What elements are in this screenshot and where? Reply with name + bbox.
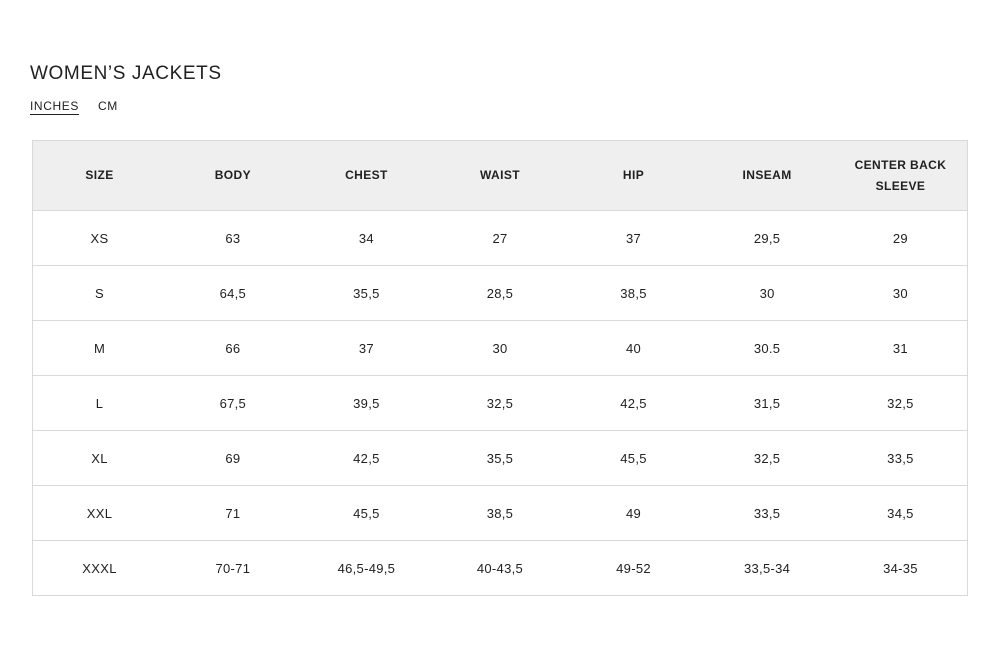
measurement-cell: 49 bbox=[626, 505, 642, 521]
table-row: XXXL 70-71 46,5-49,5 40-43,5 49-52 33,5-34 34-… bbox=[33, 541, 968, 596]
measurement-cell: 63 bbox=[225, 230, 241, 246]
measurement-cell: 32,5 bbox=[753, 450, 781, 466]
table-row: L 67,5 39,5 32,5 42,5 31,5 32,5 bbox=[32, 376, 968, 431]
measurement-cell: 38,5 bbox=[486, 505, 514, 521]
table-row: XS 63 34 27 37 29,5 29 bbox=[32, 211, 968, 266]
tab-inches[interactable]: INCHES bbox=[30, 99, 79, 116]
measurement-cell: 31 bbox=[892, 340, 908, 356]
size-cell: M bbox=[93, 340, 106, 356]
measurement-cell: 27 bbox=[492, 230, 508, 246]
measurement-cell: 42,5 bbox=[353, 450, 380, 466]
header-cell: WAIST bbox=[433, 140, 567, 211]
size-cell: XL bbox=[91, 450, 108, 466]
header-cell: BODY bbox=[166, 140, 300, 211]
measurement-cell: 45,5 bbox=[620, 450, 647, 466]
size-cell: S bbox=[95, 285, 105, 301]
measurement-cell: 38,5 bbox=[620, 285, 647, 301]
measurement-cell: 30.5 bbox=[753, 340, 781, 356]
measurement-cell: 45,5 bbox=[353, 505, 380, 521]
measurement-cell: 64,5 bbox=[219, 285, 247, 301]
measurement-cell: 71 bbox=[225, 505, 241, 521]
size-cell: XXL bbox=[86, 505, 113, 521]
measurement-cell: 70-71 bbox=[215, 560, 251, 576]
measurement-cell: 67,5 bbox=[219, 395, 247, 411]
measurement-cell: 28,5 bbox=[486, 285, 514, 301]
measurement-cell: 37 bbox=[358, 340, 374, 356]
size-chart-table: SIZE BODY CHEST WAIST HIP INSEAM CENTER BACK S… bbox=[32, 140, 968, 596]
measurement-cell: 35,5 bbox=[353, 285, 380, 301]
table-row: XL 69 42,5 35,5 45,5 32,5 33,5 bbox=[32, 431, 968, 486]
measurement-cell: 32,5 bbox=[887, 395, 914, 411]
tab-cm[interactable]: CM bbox=[98, 99, 118, 116]
measurement-cell: 49-52 bbox=[616, 560, 651, 576]
size-chart-header: SIZE BODY CHEST WAIST HIP INSEAM CENTER BACK S… bbox=[32, 140, 968, 211]
measurement-cell: 40-43,5 bbox=[476, 560, 524, 576]
measurement-cell: 33,5 bbox=[753, 505, 781, 521]
measurement-cell: 37 bbox=[626, 230, 642, 246]
measurement-cell: 34-35 bbox=[883, 560, 918, 576]
measurement-cell: 66 bbox=[225, 340, 241, 356]
size-cell: XXXL bbox=[82, 560, 117, 576]
measurement-cell: 30 bbox=[492, 340, 508, 356]
measurement-cell: 40 bbox=[626, 340, 642, 356]
table-row: M 66 37 30 40 30.5 31 bbox=[32, 321, 968, 376]
unit-tabs: INCHES CM bbox=[30, 99, 118, 116]
size-cell: L bbox=[95, 395, 104, 411]
measurement-cell: 30 bbox=[759, 285, 775, 301]
measurement-cell: 34 bbox=[358, 230, 374, 246]
header-cell: HIP bbox=[566, 140, 701, 211]
measurement-cell: 29 bbox=[892, 230, 908, 246]
header-cell: CHEST bbox=[299, 140, 434, 211]
measurement-cell: 33,5 bbox=[887, 450, 914, 466]
measurement-cell: 31,5 bbox=[753, 395, 781, 411]
page-title: WOMEN’S JACKETS bbox=[30, 63, 222, 84]
table-row: S 64,5 35,5 28,5 38,5 30 30 bbox=[32, 266, 968, 321]
header-cell: SIZE bbox=[32, 140, 167, 211]
measurement-cell: 30 bbox=[892, 285, 908, 301]
measurement-cell: 35,5 bbox=[486, 450, 514, 466]
header-cell: CENTER BACK SLEEVE bbox=[833, 140, 968, 211]
measurement-cell: 46,5-49,5 bbox=[337, 560, 396, 576]
table-row: XXL 71 45,5 38,5 49 33,5 34,5 bbox=[32, 486, 968, 541]
size-chart-body: XS 63 34 27 37 29,5 29 S 64,5 35,5 28,5 38,5 30 30 M 66… bbox=[32, 211, 968, 596]
header-cell: INSEAM bbox=[700, 140, 834, 211]
header-row: SIZE BODY CHEST WAIST HIP INSEAM CENTER BACK S… bbox=[32, 140, 968, 211]
size-cell: XS bbox=[90, 230, 109, 246]
measurement-cell: 34,5 bbox=[887, 505, 914, 521]
measurement-cell: 32,5 bbox=[486, 395, 514, 411]
measurement-cell: 29,5 bbox=[753, 230, 781, 246]
measurement-cell: 33,5-34 bbox=[743, 560, 791, 576]
measurement-cell: 69 bbox=[225, 450, 241, 466]
measurement-cell: 39,5 bbox=[353, 395, 380, 411]
measurement-cell: 42,5 bbox=[620, 395, 647, 411]
